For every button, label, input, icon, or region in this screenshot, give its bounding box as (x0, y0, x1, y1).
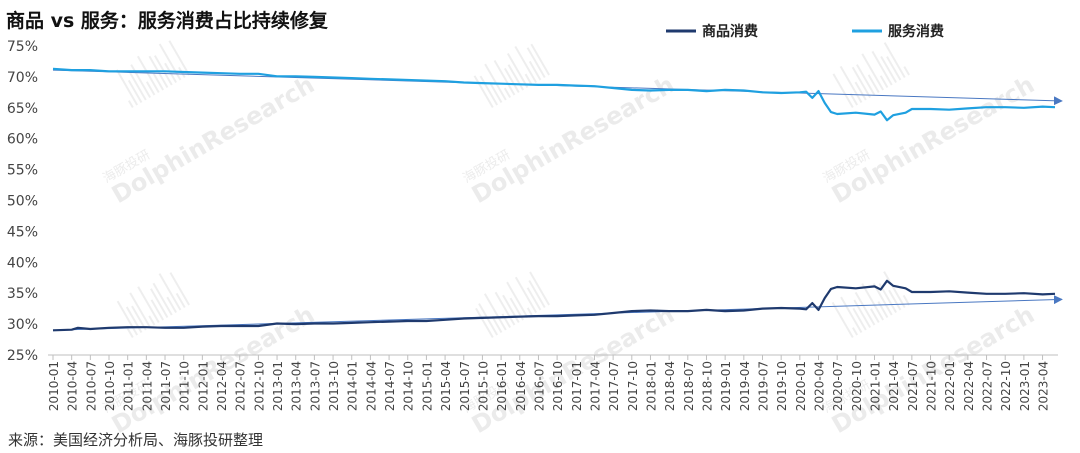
y-tick-label: 30% (7, 317, 38, 333)
x-tick-label: 2023-01 (1018, 361, 1032, 411)
x-tick-label: 2020-04 (813, 361, 827, 411)
x-tick-label: 2021-04 (887, 361, 901, 411)
x-tick-label: 2020-10 (850, 361, 864, 411)
x-tick-label: 2020-07 (831, 361, 845, 411)
x-tick-label: 2023-04 (1037, 361, 1051, 411)
x-tick-label: 2013-04 (290, 361, 304, 411)
y-axis: 25% 30% 35% 40% 45% 50% 55% 60% 65% 70% 75% (7, 39, 38, 364)
watermark-en: DolphinResearch (107, 300, 319, 439)
x-tick-label: 2012-07 (234, 361, 248, 411)
x-tick-label: 2014-10 (402, 361, 416, 411)
x-tick-label: 2017-04 (588, 361, 602, 411)
x-tick-label: 2011-04 (140, 361, 154, 411)
y-tick-label: 75% (7, 39, 38, 55)
x-tick-label: 2021-07 (906, 361, 920, 411)
x-tick-label: 2010-04 (66, 361, 80, 411)
x-tick-label: 2016-04 (514, 361, 528, 411)
x-tick-label: 2011-10 (178, 361, 192, 411)
y-tick-label: 65% (7, 101, 38, 117)
x-tick-label: 2010-01 (47, 361, 61, 411)
x-tick-label: 2014-01 (346, 361, 360, 411)
x-tick-label: 2013-07 (308, 361, 322, 411)
y-tick-label: 40% (7, 255, 38, 271)
legend-label: 商品消费 (702, 23, 758, 40)
x-tick-label: 2022-07 (981, 361, 995, 411)
x-tick-label: 2022-10 (999, 361, 1013, 411)
x-tick-label: 2012-04 (215, 361, 229, 411)
source-note: 来源：美国经济分析局、海豚投研整理 (8, 431, 264, 449)
x-tick-label: 2015-01 (420, 361, 434, 411)
x-tick-label: 2020-01 (794, 361, 808, 411)
x-tick-label: 2016-10 (551, 361, 565, 411)
x-tick-label: 2016-01 (495, 361, 509, 411)
x-tick-label: 2018-10 (700, 361, 714, 411)
legend: 商品消费 服务消费 (666, 23, 944, 40)
y-tick-label: 70% (7, 70, 38, 86)
x-tick-label: 2019-04 (738, 361, 752, 411)
x-tick-label: 2019-01 (719, 361, 733, 411)
legend-label: 服务消费 (888, 23, 944, 40)
x-tick-label: 2014-07 (383, 361, 397, 411)
x-tick-label: 2015-10 (476, 361, 490, 411)
x-tick-label: 2018-04 (663, 361, 677, 411)
x-tick-label: 2021-01 (869, 361, 883, 411)
chart-title: 商品 vs 服务：服务消费占比持续修复 (6, 10, 328, 32)
x-tick-label: 2016-07 (532, 361, 546, 411)
x-tick-label: 2015-04 (439, 361, 453, 411)
x-tick-label: 2012-01 (196, 361, 210, 411)
y-tick-label: 55% (7, 163, 38, 179)
x-tick-label: 2022-01 (943, 361, 957, 411)
x-tick-label: 2017-07 (607, 361, 621, 411)
x-tick-label: 2010-07 (84, 361, 98, 411)
x-tick-label: 2015-07 (458, 361, 472, 411)
y-tick-label: 45% (7, 224, 38, 240)
x-tick-label: 2010-10 (103, 361, 117, 411)
y-tick-label: 35% (7, 286, 38, 302)
x-tick-label: 2018-01 (644, 361, 658, 411)
x-tick-label: 2011-01 (122, 361, 136, 411)
x-tick-label: 2012-10 (252, 361, 266, 411)
x-tick-label: 2013-01 (271, 361, 285, 411)
x-tick-label: 2021-10 (925, 361, 939, 411)
x-tick-label: 2022-04 (962, 361, 976, 411)
x-tick-label: 2019-07 (756, 361, 770, 411)
watermark-en: DolphinResearch (827, 70, 1039, 209)
watermark-en: DolphinResearch (107, 70, 319, 209)
series-line-0 (52, 279, 1056, 332)
x-tick-label: 2013-10 (327, 361, 341, 411)
x-tick-label: 2011-07 (159, 361, 173, 411)
x-tick-label: 2017-01 (570, 361, 584, 411)
x-axis: 2010-01 2010-04 2010-07 2010-10 2011-01 2011-… (47, 354, 1058, 411)
series-line-1 (52, 67, 1056, 122)
x-tick-label: 2014-04 (364, 361, 378, 411)
x-tick-label: 2018-07 (682, 361, 696, 411)
x-tick-label: 2019-10 (775, 361, 789, 411)
x-tick-label: 2017-10 (626, 361, 640, 411)
y-tick-label: 60% (7, 132, 38, 148)
series-lines (52, 67, 1056, 332)
y-tick-label: 50% (7, 194, 38, 210)
y-tick-label: 25% (7, 348, 38, 364)
